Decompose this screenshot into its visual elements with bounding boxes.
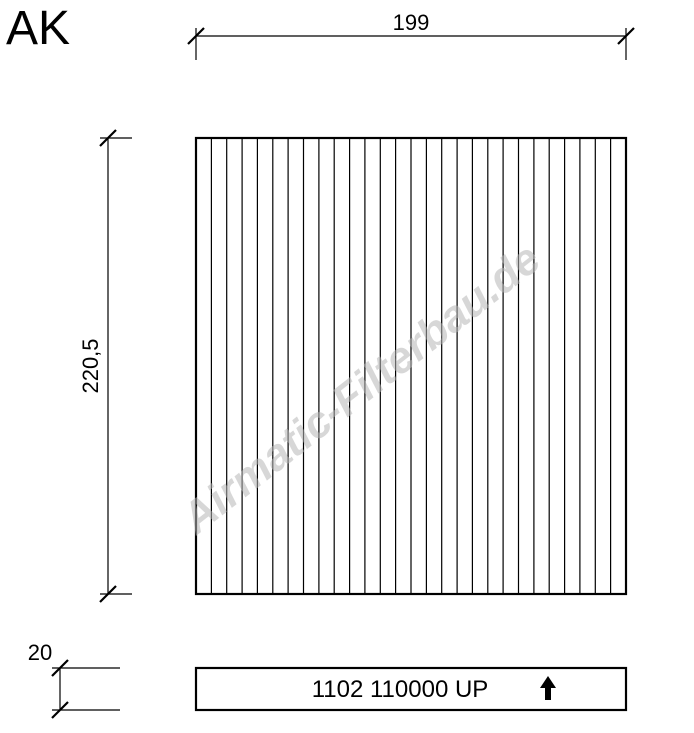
dimension-depth-value: 20 bbox=[28, 640, 52, 665]
dimension-height: 220,5 bbox=[78, 130, 132, 602]
technical-drawing: AK 199 220,5 Airmatic-Filterbau.de 20 bbox=[0, 0, 694, 733]
dimension-width-value: 199 bbox=[393, 10, 430, 35]
dimension-depth: 20 bbox=[28, 640, 120, 718]
dimension-height-value: 220,5 bbox=[78, 338, 103, 393]
filter-side-view: 1102 110000 UP bbox=[196, 668, 626, 710]
dimension-width: 199 bbox=[188, 10, 634, 60]
part-number-label: 1102 110000 UP bbox=[312, 676, 489, 703]
watermark-text: Airmatic-Filterbau.de bbox=[172, 234, 550, 544]
drawing-title: AK bbox=[6, 2, 70, 55]
up-arrow-icon bbox=[540, 676, 556, 700]
